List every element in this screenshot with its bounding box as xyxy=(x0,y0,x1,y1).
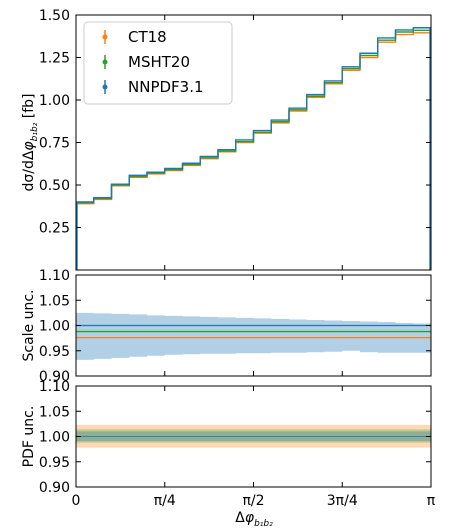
y-tick-label: 0.25 xyxy=(39,221,70,237)
y-tick-label: 1.00 xyxy=(39,319,70,335)
y-tick-label: 1.05 xyxy=(39,404,70,420)
y-tick-label: 1.10 xyxy=(39,268,70,284)
y-tick-label: 0.95 xyxy=(39,344,70,360)
legend-marker xyxy=(102,84,108,90)
y-tick-label: 1.25 xyxy=(39,51,70,67)
legend-label: CT18 xyxy=(128,28,167,46)
y-tick-label: 1.00 xyxy=(39,93,70,109)
y-tick-label: 0.50 xyxy=(39,178,70,194)
y-tick-label: 0.95 xyxy=(39,455,70,471)
x-tick-label: π xyxy=(427,493,436,509)
cross-section-panel: 0.25 0.50 0.75 1.00 1.25 1.50 dσ/dΔφb₁b₂ [fb] xyxy=(21,8,432,271)
y-tick-label: 1.00 xyxy=(39,430,70,446)
x-tick-label: π/2 xyxy=(242,493,264,509)
y-tick-label: 1.50 xyxy=(39,8,70,24)
x-axis-label: Δφb₁b₂ xyxy=(235,510,273,529)
pdf-band-msht20 xyxy=(76,429,431,443)
legend-label: MSHT20 xyxy=(128,53,190,71)
legend: CT18 MSHT20 NNPDF3.1 xyxy=(83,21,233,105)
y-axis-label: dσ/dΔφb₁b₂ [fb] xyxy=(21,93,40,191)
y-axis-label: Scale unc. xyxy=(21,289,37,361)
series-line-nnpdf31 xyxy=(76,27,431,203)
legend-marker xyxy=(102,34,108,40)
y-axis-label: PDF unc. xyxy=(21,406,37,468)
x-tick-label: π/4 xyxy=(154,493,176,509)
x-tick-label: 3π/4 xyxy=(327,493,358,509)
y-tick-label: 1.10 xyxy=(39,379,70,395)
legend-box xyxy=(83,21,233,105)
y-tick-label: 0.75 xyxy=(39,136,70,152)
y-tick-label: 1.05 xyxy=(39,293,70,309)
y-tick-label: 0.90 xyxy=(39,369,70,385)
y-tick-label: 0.90 xyxy=(39,480,70,496)
legend-marker xyxy=(102,59,108,65)
x-tick-label: 0 xyxy=(72,493,81,509)
pdf-uncertainty-panel: 0.90 0.95 1.00 1.05 1.10 0 π/4 π/2 3π/4 π PDF unc.… xyxy=(21,379,436,529)
scale-band-nnpdf31 xyxy=(76,312,431,360)
legend-label: NNPDF3.1 xyxy=(128,78,204,96)
